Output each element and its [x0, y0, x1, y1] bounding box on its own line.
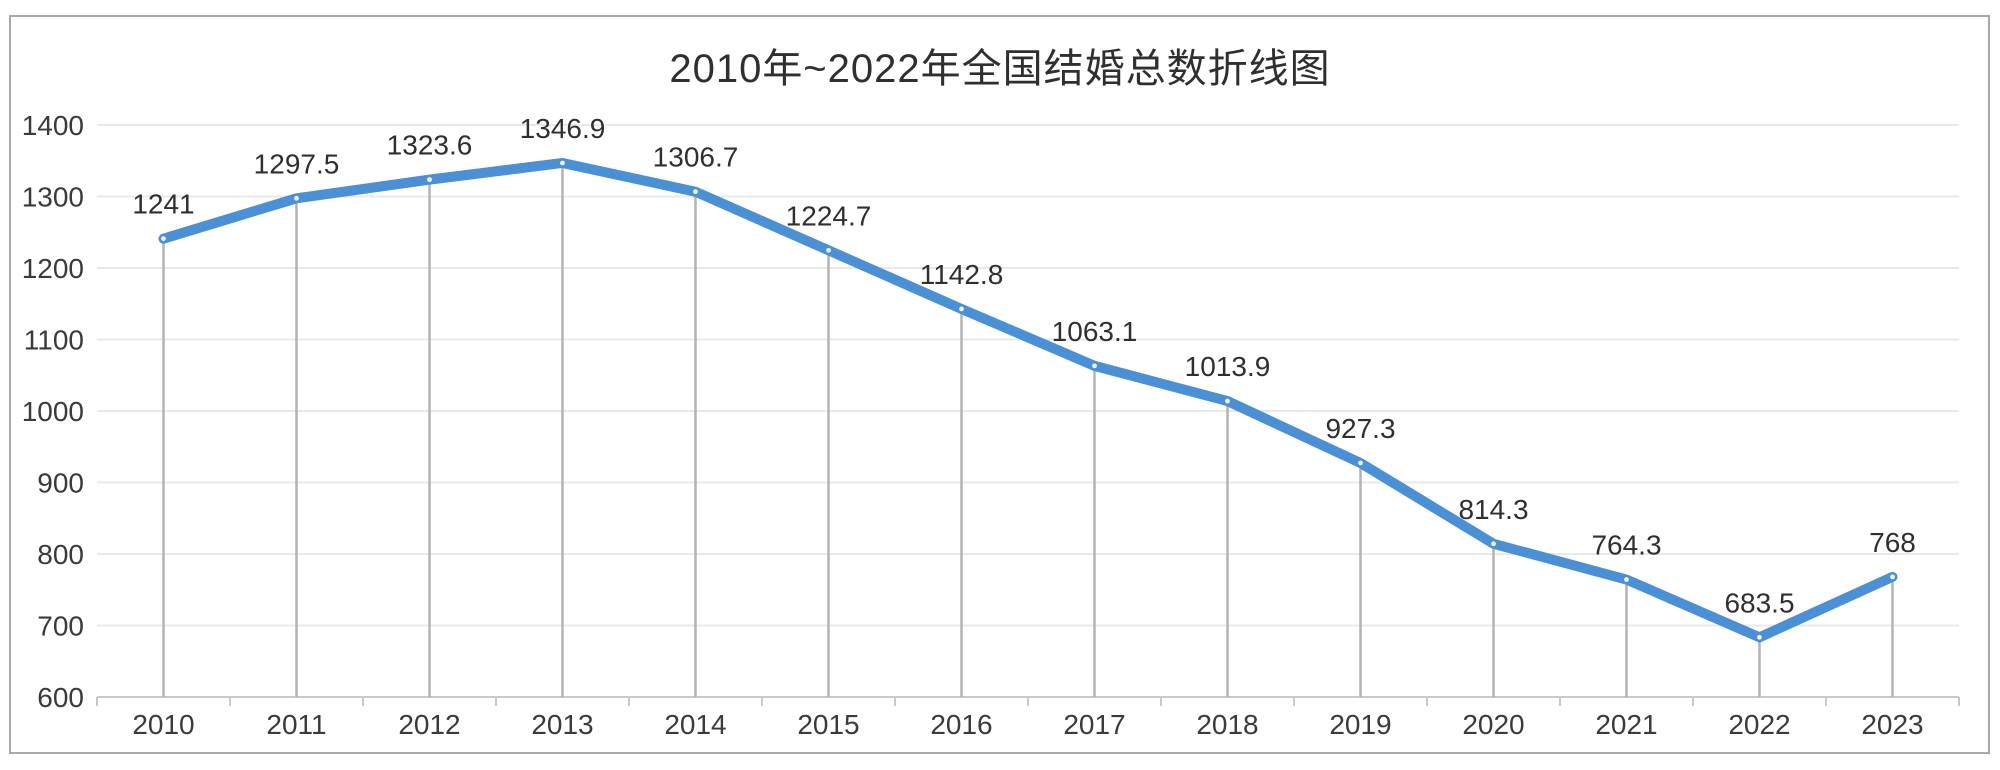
y-tick-label: 1200 — [22, 253, 84, 284]
y-tick-label: 900 — [37, 468, 84, 499]
data-label: 814.3 — [1458, 494, 1528, 525]
data-marker — [1890, 574, 1895, 580]
data-marker — [1092, 363, 1097, 369]
data-label: 764.3 — [1591, 530, 1661, 561]
data-label: 1224.7 — [786, 200, 872, 231]
x-tick-label: 2017 — [1063, 709, 1125, 740]
x-tick-label: 2018 — [1196, 709, 1258, 740]
data-marker — [294, 195, 299, 201]
chart-title: 2010年~2022年全国结婚总数折线图 — [669, 47, 1331, 91]
x-tick-label: 2011 — [266, 709, 326, 740]
data-label: 1306.7 — [653, 142, 739, 173]
x-tick-label: 2023 — [1861, 709, 1923, 740]
data-marker — [161, 236, 166, 242]
data-marker — [1225, 398, 1230, 404]
y-tick-label: 600 — [37, 682, 84, 713]
y-tick-label: 1300 — [22, 182, 84, 213]
data-marker — [826, 247, 831, 253]
data-label: 1142.8 — [920, 259, 1004, 290]
x-tick-label: 2012 — [398, 709, 460, 740]
data-label: 1346.9 — [520, 113, 606, 144]
x-tick-label: 2021 — [1595, 709, 1657, 740]
data-marker — [959, 306, 964, 312]
x-tick-label: 2013 — [531, 709, 593, 740]
data-label: 1323.6 — [387, 130, 473, 161]
data-marker — [693, 189, 698, 195]
x-tick-label: 2020 — [1462, 709, 1524, 740]
data-label: 1297.5 — [254, 148, 340, 179]
series-line — [158, 157, 1898, 643]
data-label: 768 — [1869, 527, 1916, 558]
data-label: 1241 — [132, 189, 194, 220]
data-label: 1063.1 — [1052, 316, 1138, 347]
data-marker — [1757, 634, 1762, 640]
x-tick-label: 2010 — [132, 709, 194, 740]
y-tick-label: 1000 — [22, 396, 84, 427]
data-marker — [1491, 541, 1496, 547]
x-tick-label: 2015 — [797, 709, 859, 740]
y-tick-label: 800 — [37, 539, 84, 570]
x-tick-label: 2014 — [664, 709, 726, 740]
data-marker — [560, 160, 565, 166]
data-label: 683.5 — [1724, 587, 1794, 618]
y-tick-label: 1100 — [24, 325, 84, 356]
data-marker — [427, 177, 432, 183]
y-tick-label: 1400 — [22, 110, 84, 141]
x-tick-label: 2022 — [1728, 709, 1790, 740]
data-marker — [1358, 460, 1363, 466]
x-tick-label: 2019 — [1329, 709, 1391, 740]
chart-frame — [9, 15, 1990, 754]
x-tick-label: 2016 — [930, 709, 992, 740]
data-label: 927.3 — [1325, 413, 1395, 444]
y-tick-label: 700 — [37, 611, 84, 642]
data-marker — [1624, 577, 1629, 582]
data-label: 1013.9 — [1185, 351, 1271, 382]
